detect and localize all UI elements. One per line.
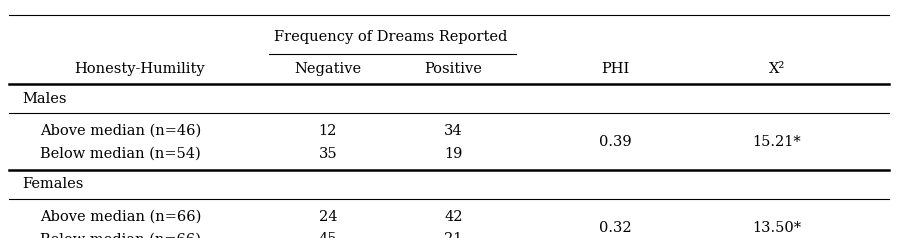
Text: 42: 42 <box>445 210 462 223</box>
Text: 45: 45 <box>319 232 337 238</box>
Text: PHI: PHI <box>601 62 629 76</box>
Text: 35: 35 <box>319 147 337 160</box>
Text: 13.50*: 13.50* <box>753 221 801 235</box>
Text: 19: 19 <box>445 147 462 160</box>
Text: Below median (n=66): Below median (n=66) <box>40 232 201 238</box>
Text: X²: X² <box>769 62 785 76</box>
Text: Above median (n=46): Above median (n=46) <box>40 124 202 138</box>
Text: 24: 24 <box>319 210 337 223</box>
Text: 21: 21 <box>445 232 462 238</box>
Text: Positive: Positive <box>425 62 482 76</box>
Text: Below median (n=54): Below median (n=54) <box>40 147 201 160</box>
Text: Negative: Negative <box>295 62 361 76</box>
Text: Frequency of Dreams Reported: Frequency of Dreams Reported <box>274 30 507 44</box>
Text: 0.32: 0.32 <box>599 221 631 235</box>
Text: Females: Females <box>22 178 84 191</box>
Text: 15.21*: 15.21* <box>753 135 801 149</box>
Text: Above median (n=66): Above median (n=66) <box>40 210 202 223</box>
Text: Males: Males <box>22 92 67 106</box>
Text: 34: 34 <box>445 124 462 138</box>
Text: Honesty-Humility: Honesty-Humility <box>74 62 205 76</box>
Text: 0.39: 0.39 <box>599 135 631 149</box>
Text: 12: 12 <box>319 124 337 138</box>
